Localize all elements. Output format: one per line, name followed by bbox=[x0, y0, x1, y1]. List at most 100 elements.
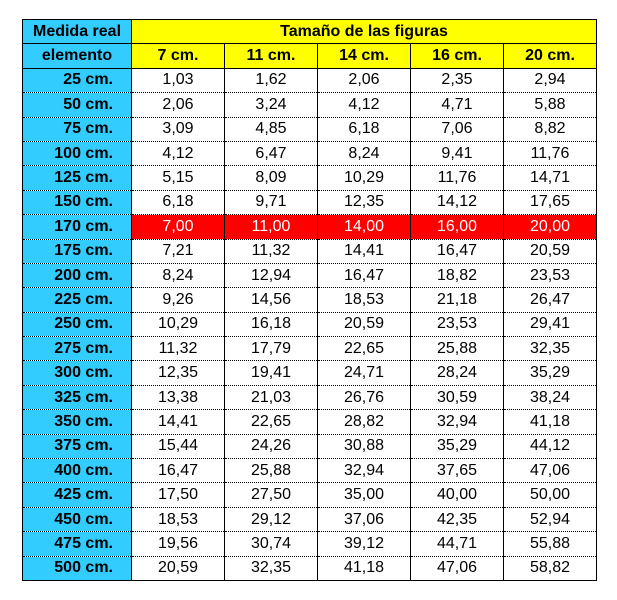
table-cell: 39,12 bbox=[317, 531, 411, 557]
element-header: elemento bbox=[22, 43, 132, 69]
table-cell: 14,00 bbox=[317, 214, 411, 240]
table-cell: 26,47 bbox=[503, 287, 597, 313]
header-row-top: Medida real Tamaño de las figuras bbox=[22, 18, 597, 45]
table-row: 100 cm. 4,12 6,47 8,24 9,41 11,76 bbox=[22, 140, 597, 167]
table-cell: 14,12 bbox=[410, 189, 504, 216]
row-label: 50 cm. bbox=[22, 92, 132, 118]
table-cell: 27,50 bbox=[224, 482, 318, 508]
table-cell: 29,41 bbox=[503, 311, 597, 338]
table-cell: 23,53 bbox=[410, 311, 504, 338]
table-cell: 12,94 bbox=[224, 262, 318, 289]
table-cell: 7,06 bbox=[410, 116, 504, 142]
table-cell: 42,35 bbox=[410, 506, 504, 533]
table-cell: 14,71 bbox=[503, 165, 597, 191]
table-cell: 55,88 bbox=[503, 531, 597, 557]
row-label: 170 cm. bbox=[22, 214, 132, 240]
table-cell: 16,00 bbox=[410, 214, 504, 240]
table-row: 450 cm. 18,53 29,12 37,06 42,35 52,94 bbox=[22, 506, 597, 533]
table-row: 375 cm. 15,44 24,26 30,88 35,29 44,12 bbox=[22, 433, 597, 460]
table-cell: 9,71 bbox=[224, 189, 318, 216]
size-header-7: 7 cm. bbox=[131, 43, 225, 69]
size-header-20: 20 cm. bbox=[503, 43, 597, 69]
table-cell: 9,26 bbox=[131, 287, 225, 313]
table-cell: 30,74 bbox=[224, 531, 318, 557]
table-cell: 44,71 bbox=[410, 531, 504, 557]
table-row: 200 cm. 8,24 12,94 16,47 18,82 23,53 bbox=[22, 262, 597, 289]
table-cell: 37,06 bbox=[317, 506, 411, 533]
table-cell: 6,47 bbox=[224, 140, 318, 167]
table-cell: 4,85 bbox=[224, 116, 318, 142]
row-label: 75 cm. bbox=[22, 116, 132, 142]
table-cell: 22,65 bbox=[317, 336, 411, 362]
table-cell: 11,00 bbox=[224, 214, 318, 240]
table-cell: 21,03 bbox=[224, 384, 318, 411]
table-cell: 11,76 bbox=[410, 165, 504, 191]
table-cell: 16,47 bbox=[410, 238, 504, 264]
table-cell: 6,18 bbox=[317, 116, 411, 142]
row-label: 400 cm. bbox=[22, 458, 132, 484]
table-cell: 8,09 bbox=[224, 165, 318, 191]
table-cell: 11,76 bbox=[503, 140, 597, 167]
table-body: Medida real Tamaño de las figuras elemen… bbox=[22, 18, 597, 581]
row-label: 500 cm. bbox=[22, 555, 132, 581]
table-row: 25 cm. 1,03 1,62 2,06 2,35 2,94 bbox=[22, 67, 597, 94]
table-cell: 14,56 bbox=[224, 287, 318, 313]
table-cell: 2,94 bbox=[503, 67, 597, 94]
table-cell: 2,06 bbox=[131, 92, 225, 118]
table-cell: 32,94 bbox=[410, 409, 504, 435]
table-row: 150 cm. 6,18 9,71 12,35 14,12 17,65 bbox=[22, 189, 597, 216]
row-label: 175 cm. bbox=[22, 238, 132, 264]
row-label: 425 cm. bbox=[22, 482, 132, 508]
table-cell: 3,24 bbox=[224, 92, 318, 118]
table-cell: 28,82 bbox=[317, 409, 411, 435]
table-cell: 37,65 bbox=[410, 458, 504, 484]
row-label: 225 cm. bbox=[22, 287, 132, 313]
table-cell: 20,59 bbox=[503, 238, 597, 264]
table-cell: 16,47 bbox=[317, 262, 411, 289]
table-cell: 47,06 bbox=[503, 458, 597, 484]
size-header-16: 16 cm. bbox=[410, 43, 504, 69]
table-cell: 22,65 bbox=[224, 409, 318, 435]
table-cell: 5,15 bbox=[131, 165, 225, 191]
table-cell: 10,29 bbox=[317, 165, 411, 191]
table-cell: 50,00 bbox=[503, 482, 597, 508]
table-cell: 40,00 bbox=[410, 482, 504, 508]
table-cell: 16,47 bbox=[131, 458, 225, 484]
row-label: 275 cm. bbox=[22, 336, 132, 362]
row-label: 150 cm. bbox=[22, 189, 132, 216]
table-row: 500 cm. 20,59 32,35 41,18 47,06 58,82 bbox=[22, 555, 597, 581]
table-cell: 41,18 bbox=[503, 409, 597, 435]
row-label: 25 cm. bbox=[22, 67, 132, 94]
table-row: 350 cm. 14,41 22,65 28,82 32,94 41,18 bbox=[22, 409, 597, 435]
table-cell: 18,82 bbox=[410, 262, 504, 289]
table-row: 125 cm. 5,15 8,09 10,29 11,76 14,71 bbox=[22, 165, 597, 191]
table-cell: 38,24 bbox=[503, 384, 597, 411]
row-label: 350 cm. bbox=[22, 409, 132, 435]
table-cell: 7,00 bbox=[131, 214, 225, 240]
table-cell: 1,62 bbox=[224, 67, 318, 94]
conversion-table: Medida real Tamaño de las figuras elemen… bbox=[22, 18, 597, 581]
table-cell: 4,12 bbox=[131, 140, 225, 167]
table-cell: 19,41 bbox=[224, 360, 318, 386]
table-cell: 14,41 bbox=[317, 238, 411, 264]
table-cell: 2,35 bbox=[410, 67, 504, 94]
table-cell: 32,94 bbox=[317, 458, 411, 484]
table-cell: 17,50 bbox=[131, 482, 225, 508]
table-cell: 41,18 bbox=[317, 555, 411, 581]
table-cell: 52,94 bbox=[503, 506, 597, 533]
table-cell: 4,12 bbox=[317, 92, 411, 118]
table-cell: 9,41 bbox=[410, 140, 504, 167]
table-row: 300 cm. 12,35 19,41 24,71 28,24 35,29 bbox=[22, 360, 597, 386]
table-cell: 11,32 bbox=[224, 238, 318, 264]
table-row: 75 cm. 3,09 4,85 6,18 7,06 8,82 bbox=[22, 116, 597, 142]
table-cell: 20,59 bbox=[317, 311, 411, 338]
table-cell: 6,18 bbox=[131, 189, 225, 216]
table-row-highlighted: 170 cm. 7,00 11,00 14,00 16,00 20,00 bbox=[22, 214, 597, 240]
table-cell: 17,65 bbox=[503, 189, 597, 216]
table-row: 425 cm. 17,50 27,50 35,00 40,00 50,00 bbox=[22, 482, 597, 508]
table-cell: 25,88 bbox=[410, 336, 504, 362]
table-cell: 58,82 bbox=[503, 555, 597, 581]
table-cell: 10,29 bbox=[131, 311, 225, 338]
table-cell: 20,59 bbox=[131, 555, 225, 581]
row-label: 325 cm. bbox=[22, 384, 132, 411]
